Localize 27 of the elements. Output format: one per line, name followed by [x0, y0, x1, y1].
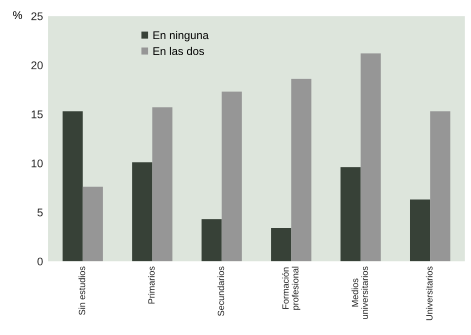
- legend-label: En ninguna: [153, 30, 209, 42]
- bar: [82, 186, 103, 262]
- bar: [410, 200, 430, 262]
- bar: [62, 111, 83, 262]
- legend-label: En las dos: [153, 46, 204, 56]
- y-tick-label: 15: [32, 110, 43, 118]
- bar: [360, 53, 381, 262]
- bar: [222, 92, 242, 262]
- bar: [291, 78, 312, 262]
- y-tick-label: 10: [32, 159, 43, 168]
- y-tick-label: 0: [37, 258, 43, 266]
- bar: [271, 228, 292, 262]
- bar: [152, 107, 172, 262]
- bar: [430, 111, 450, 262]
- x-tick-label: Sin estudios: [78, 266, 86, 315]
- bar: [340, 167, 361, 262]
- x-tick-label: Universitarios: [426, 266, 433, 320]
- x-tick-label: Formación profesional: [282, 266, 300, 310]
- x-tick-label: Medios universitarios: [352, 266, 368, 319]
- x-tick-label: Primarios: [148, 266, 155, 304]
- y-tick-label: 20: [31, 61, 43, 70]
- bar: [202, 219, 222, 262]
- y-axis-title: %: [13, 11, 22, 20]
- x-tick-label: Secundarios: [218, 266, 224, 316]
- y-tick-label: 5: [37, 208, 43, 216]
- y-tick-label: 25: [31, 12, 43, 20]
- bar: [132, 162, 152, 262]
